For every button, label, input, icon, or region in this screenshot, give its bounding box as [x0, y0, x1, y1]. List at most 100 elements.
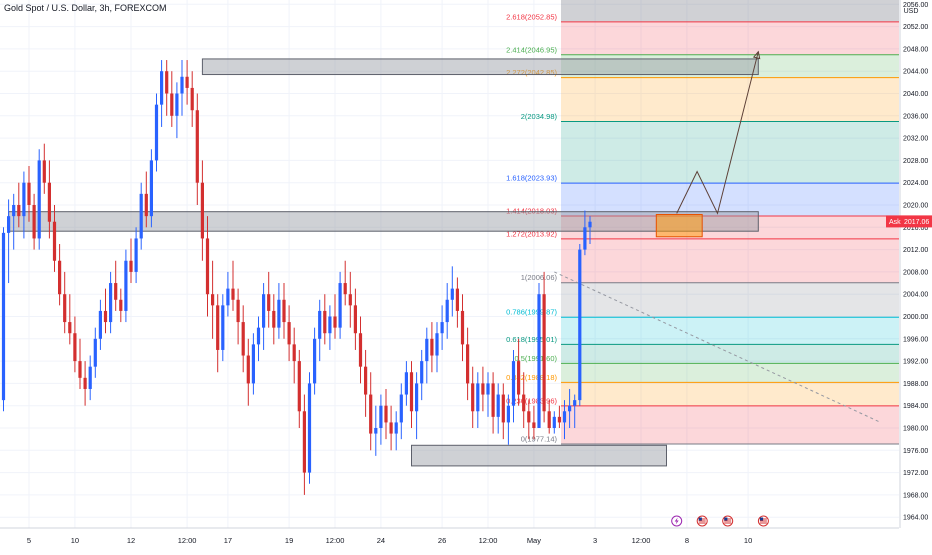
fib-band — [561, 344, 899, 364]
candle-body — [190, 87, 194, 111]
fib-band — [561, 382, 899, 406]
price-tag — [886, 215, 932, 228]
candle — [200, 160, 204, 261]
fib-band — [561, 363, 899, 383]
us-flag-icon[interactable] — [696, 515, 708, 527]
fib-band — [561, 405, 899, 444]
candle-body — [460, 310, 465, 345]
fib-level-label: 1(2006.06) — [521, 273, 558, 282]
candle-body — [78, 361, 82, 378]
candle-body — [272, 310, 276, 328]
fib-level-label: 0.382(1988.18) — [506, 373, 557, 382]
candle — [302, 394, 306, 495]
candle — [165, 60, 169, 116]
price-tick-label: 2012.00 — [903, 247, 928, 254]
candle — [496, 383, 500, 434]
resistance-zone-top[interactable] — [201, 58, 759, 76]
price-tick-label: 1964.00 — [903, 515, 928, 522]
price-tick-label: 1968.00 — [903, 492, 928, 499]
price-axis[interactable]: USD 1964.00 1968.00 1972.00 1976.00 1980.00 19… — [899, 0, 932, 550]
fib-band — [561, 282, 899, 318]
price-tag-value: 2017.06 — [904, 219, 929, 226]
candle — [399, 383, 403, 440]
fib-level-label: 2.618(2052.85) — [506, 12, 557, 21]
candle-body — [501, 394, 505, 423]
candle-body — [12, 205, 16, 217]
candle-body — [496, 394, 500, 417]
entry-highlight-box[interactable] — [655, 213, 703, 238]
candle-body — [415, 383, 419, 412]
candle — [103, 288, 108, 334]
us-flag-icon-canton — [698, 517, 702, 521]
candle-body — [139, 193, 143, 239]
price-tick-label: 1988.00 — [903, 381, 928, 388]
projection-path[interactable] — [676, 51, 759, 215]
currency-label: USD — [904, 8, 919, 15]
lightning-icon[interactable] — [671, 515, 683, 527]
time-axis[interactable]: 5 10 12 12:00 17 19 12:00 24 26 12:00 May 3 12:00 8 10 — [0, 527, 899, 545]
candle-body — [47, 182, 51, 222]
candle-body — [389, 422, 393, 434]
price-axis-bg — [900, 0, 932, 550]
time-tick-label: 12:00 — [326, 536, 345, 545]
us-flag-icon[interactable] — [757, 515, 769, 527]
candle-body — [226, 288, 230, 306]
zones[interactable] — [8, 58, 759, 467]
candle — [506, 394, 510, 445]
candle — [404, 361, 408, 406]
candle-body — [114, 283, 118, 300]
candle-body — [328, 316, 332, 334]
candle — [409, 361, 414, 428]
candlesticks — [1, 60, 592, 495]
price-tick-label: 2004.00 — [903, 292, 928, 299]
candle-body — [63, 294, 67, 323]
candle — [430, 322, 434, 373]
support-zone-bottom[interactable] — [411, 444, 667, 467]
candle — [251, 333, 255, 395]
candle-body — [466, 344, 470, 384]
resistance-zone-mid[interactable] — [8, 211, 759, 232]
fib-level-label: 1.414(2018.03) — [506, 206, 557, 215]
candle-body — [267, 294, 271, 311]
fibonacci-extension[interactable]: 0(1977.14) 0.236(1983.96) 0.382(1988.18) 0.… — [506, 0, 899, 445]
candle-body — [374, 428, 378, 434]
candle-body — [562, 411, 567, 423]
candle-body — [83, 377, 87, 389]
candle — [486, 372, 490, 417]
fib-level-label: 0.236(1983.96) — [506, 396, 557, 405]
candle — [578, 244, 582, 406]
candle — [573, 394, 577, 428]
candle-body — [37, 160, 41, 239]
candle — [1, 227, 6, 412]
candle — [318, 299, 322, 362]
candle-body — [455, 288, 459, 311]
candle-body — [557, 416, 561, 423]
grid-lines — [0, 0, 899, 528]
candle — [175, 82, 179, 139]
time-tick-label: 12:00 — [178, 536, 197, 545]
time-tick-label: 10 — [71, 536, 79, 545]
candle-body — [384, 405, 388, 423]
us-flag-icon-canton — [759, 517, 764, 521]
candle — [562, 400, 567, 440]
candle — [460, 294, 465, 362]
us-flag-icon-canton — [724, 517, 728, 521]
price-tick-label: 1984.00 — [903, 403, 928, 410]
candle-body — [542, 294, 546, 412]
candle-body — [506, 405, 510, 423]
candle-body — [93, 338, 97, 367]
candle-body — [491, 383, 495, 417]
fib-band — [561, 77, 899, 122]
candle — [124, 249, 128, 323]
candle — [63, 271, 67, 334]
candle-body — [68, 322, 72, 334]
fib-level-label: 2.272(2042.85) — [506, 68, 557, 77]
us-flag-icon[interactable] — [722, 515, 734, 527]
candle-body — [338, 283, 342, 328]
candle-body — [119, 299, 123, 311]
candle-body — [394, 422, 398, 434]
time-tick-label: 3 — [593, 536, 597, 545]
event-markers[interactable] — [671, 515, 769, 527]
